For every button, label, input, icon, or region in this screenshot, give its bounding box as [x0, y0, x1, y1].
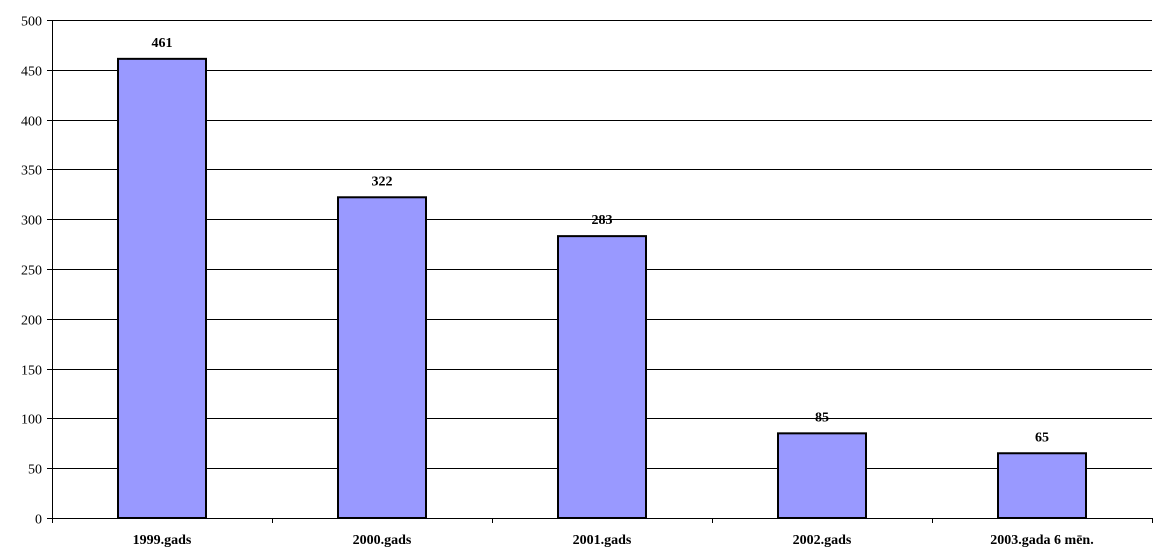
- x-category-label: 2002.gads: [793, 533, 852, 548]
- labels: 461 1999.gads 322 2000.gads 283 2001.gads 85 20…: [133, 36, 1094, 548]
- data-label: 461: [152, 36, 173, 51]
- bar: [997, 452, 1087, 520]
- x-category-label: 2000.gads: [353, 533, 412, 548]
- y-tick-label: 0: [35, 513, 42, 528]
- data-label: 322: [372, 174, 393, 189]
- bars: [117, 57, 1087, 520]
- bar: [557, 235, 647, 520]
- x-category-label: 2003.gada 6 mēn.: [990, 533, 1093, 548]
- y-tick-label: 400: [21, 115, 42, 130]
- y-tick-label: 200: [21, 314, 42, 329]
- y-tick-label: 500: [21, 15, 42, 30]
- axes: 0 50 100 150 200 250 300 350 400 450 500: [21, 15, 1153, 528]
- y-tick-label: 350: [21, 164, 42, 179]
- y-tick-label: 150: [21, 364, 42, 379]
- y-tick-label: 450: [21, 65, 42, 80]
- y-tick-label: 250: [21, 264, 42, 279]
- bar: [337, 196, 427, 519]
- x-category-label: 2001.gads: [573, 533, 632, 548]
- bar: [777, 432, 867, 519]
- y-tick-label: 100: [21, 413, 42, 428]
- y-tick-label: 300: [21, 214, 42, 229]
- bar: [117, 57, 207, 520]
- data-label: 65: [1035, 430, 1049, 445]
- data-label: 283: [592, 213, 613, 228]
- data-label: 85: [815, 410, 829, 425]
- x-category-label: 1999.gads: [133, 533, 192, 548]
- y-tick-label: 50: [28, 463, 42, 478]
